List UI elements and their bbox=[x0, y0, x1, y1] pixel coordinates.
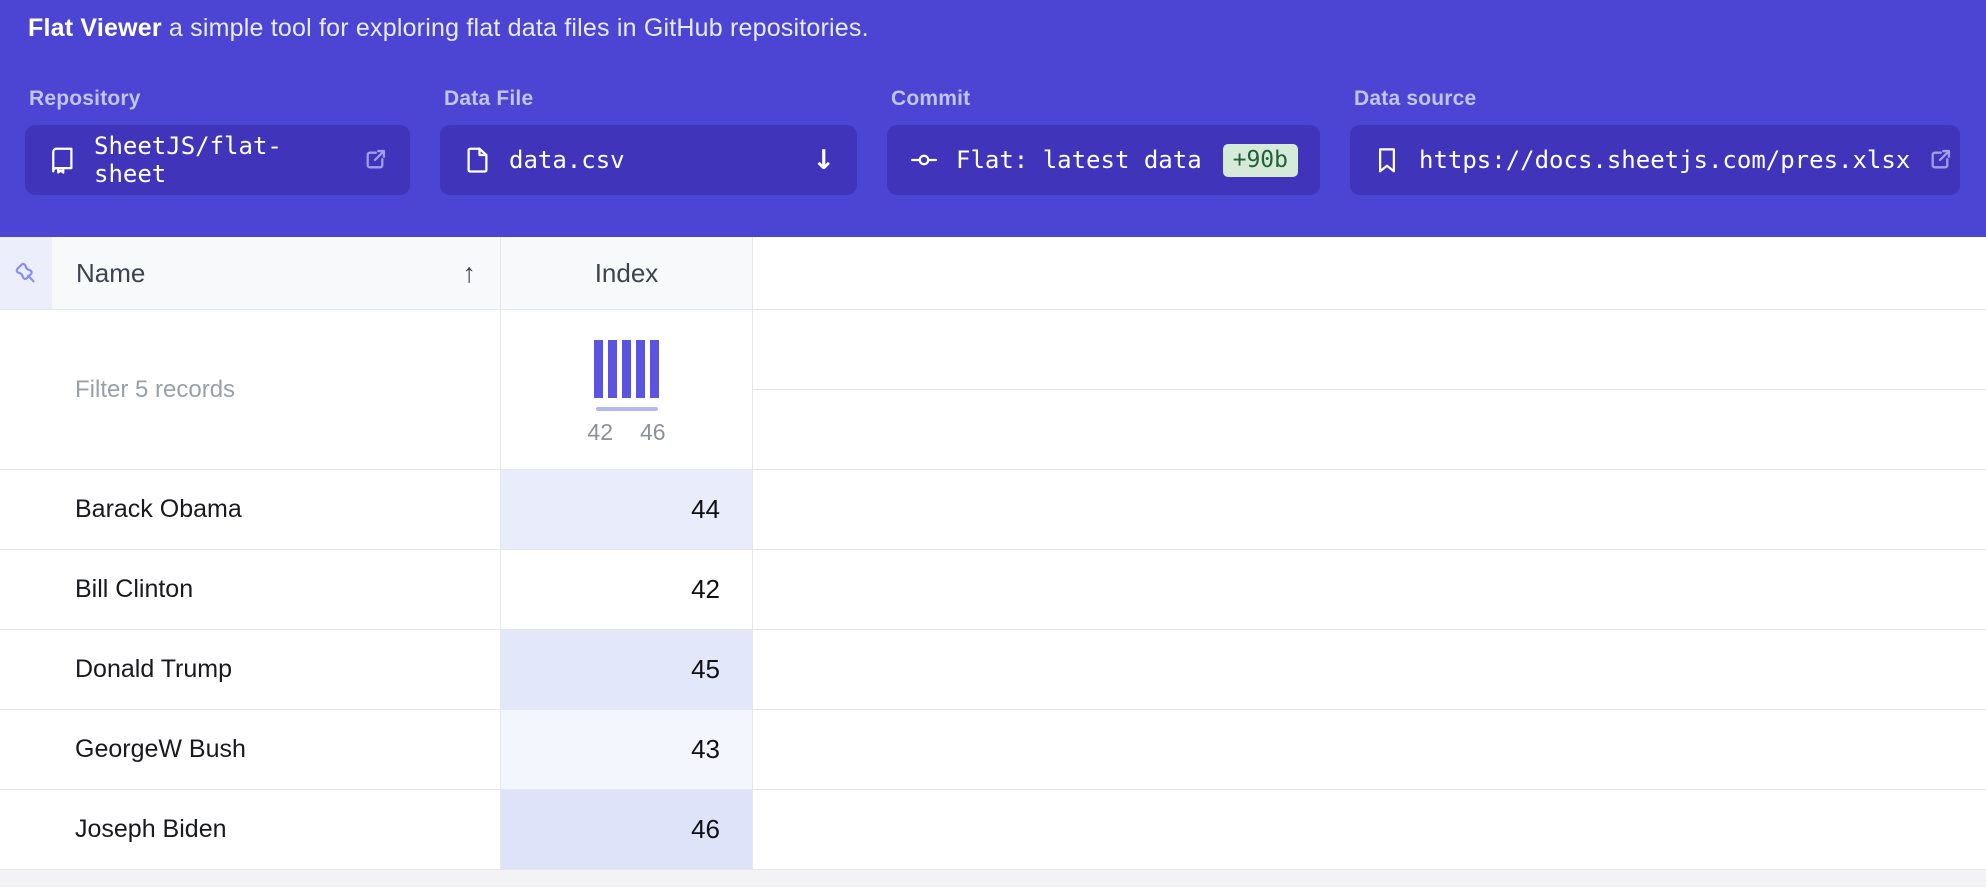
sort-ascending-icon[interactable]: ↑ bbox=[462, 257, 477, 288]
data-source-url: https://docs.sheetjs.com/pres.xlsx bbox=[1419, 146, 1911, 174]
table-row[interactable]: Bill Clinton 42 bbox=[0, 550, 1986, 630]
histogram-min-label: 42 bbox=[587, 418, 613, 445]
index-filter-cell: 42 46 bbox=[501, 310, 753, 469]
table-filter-row: 42 46 bbox=[0, 310, 1986, 470]
index-cell[interactable]: 43 bbox=[501, 710, 753, 789]
histogram-bar bbox=[650, 339, 659, 398]
table-row[interactable]: GeorgeW Bush 43 bbox=[0, 710, 1986, 790]
data-file-button[interactable]: data.csv ↓ bbox=[440, 125, 857, 195]
table-footer-strip bbox=[0, 870, 1986, 887]
index-cell[interactable]: 45 bbox=[501, 630, 753, 709]
banner-controls: Repository SheetJS/flat-sheet D bbox=[25, 87, 1961, 195]
commit-label: Commit bbox=[891, 87, 971, 110]
file-icon bbox=[467, 147, 488, 173]
index-cell[interactable]: 42 bbox=[501, 550, 753, 629]
app-title-bold: Flat Viewer bbox=[28, 14, 162, 42]
column-header-index-label: Index bbox=[594, 257, 659, 288]
app-title: Flat Viewer a simple tool for exploring … bbox=[25, 14, 1961, 43]
data-source-control: Data source https://docs.sheetjs.com/pre… bbox=[1350, 87, 1960, 195]
row-filler bbox=[753, 630, 1986, 709]
column-header-index[interactable]: Index bbox=[501, 237, 753, 309]
name-cell[interactable]: GeorgeW Bush bbox=[0, 710, 501, 789]
histogram-bar bbox=[636, 339, 645, 398]
commit-diff-badge: +90b bbox=[1222, 143, 1298, 177]
filler-gridline bbox=[753, 310, 1986, 390]
commit-icon bbox=[911, 154, 937, 166]
index-cell[interactable]: 44 bbox=[501, 470, 753, 549]
column-header-name-label: Name bbox=[76, 257, 146, 288]
name-cell[interactable]: Bill Clinton bbox=[0, 550, 501, 629]
header-filler bbox=[753, 237, 1986, 309]
table-row[interactable]: Donald Trump 45 bbox=[0, 630, 1986, 710]
histogram-range-labels: 42 46 bbox=[587, 419, 665, 446]
sticky-column-cell[interactable] bbox=[0, 237, 52, 309]
repository-trailing bbox=[362, 147, 388, 173]
row-filler bbox=[753, 550, 1986, 629]
repository-control: Repository SheetJS/flat-sheet bbox=[25, 87, 410, 195]
name-cell[interactable]: Barack Obama bbox=[0, 470, 501, 549]
data-source-trailing bbox=[1927, 147, 1953, 173]
index-histogram[interactable] bbox=[594, 338, 659, 398]
row-filler bbox=[753, 710, 1986, 789]
data-source-label: Data source bbox=[1354, 87, 1477, 110]
repository-label: Repository bbox=[29, 87, 141, 110]
data-source-button[interactable]: https://docs.sheetjs.com/pres.xlsx bbox=[1350, 125, 1960, 195]
histogram-bar bbox=[594, 339, 603, 398]
histogram-range-track[interactable] bbox=[595, 406, 658, 411]
commit-control: Commit Flat: latest data +90b bbox=[887, 87, 1320, 195]
filter-input[interactable] bbox=[75, 375, 455, 404]
data-file-control: Data File data.csv ↓ bbox=[440, 87, 857, 195]
row-filler bbox=[753, 790, 1986, 869]
table-row[interactable]: Joseph Biden 46 bbox=[0, 790, 1986, 870]
data-file-name: data.csv bbox=[509, 146, 625, 174]
table-header-row: Name ↑ Index bbox=[0, 237, 1986, 310]
histogram-bar bbox=[622, 339, 631, 398]
data-table: Name ↑ Index 42 46 Barack Obama 44 Bi bbox=[0, 237, 1986, 887]
repository-button[interactable]: SheetJS/flat-sheet bbox=[25, 125, 410, 195]
commit-message: Flat: latest data bbox=[956, 146, 1202, 174]
app-title-rest: a simple tool for exploring flat data fi… bbox=[168, 14, 869, 42]
data-file-label: Data File bbox=[444, 87, 534, 110]
histogram-bar bbox=[608, 339, 617, 398]
repo-book-icon bbox=[52, 147, 73, 174]
repository-name: SheetJS/flat-sheet bbox=[94, 132, 282, 188]
name-filter-cell bbox=[0, 310, 501, 469]
index-cell[interactable]: 46 bbox=[501, 790, 753, 869]
row-filler bbox=[753, 470, 1986, 549]
name-cell[interactable]: Joseph Biden bbox=[0, 790, 501, 869]
name-cell[interactable]: Donald Trump bbox=[0, 630, 501, 709]
commit-button[interactable]: Flat: latest data +90b bbox=[887, 125, 1320, 195]
histogram-max-label: 46 bbox=[640, 418, 666, 445]
table-row[interactable]: Barack Obama 44 bbox=[0, 470, 1986, 550]
external-link-icon[interactable] bbox=[1927, 147, 1953, 173]
external-link-icon[interactable] bbox=[362, 147, 388, 173]
download-arrow-icon[interactable]: ↓ bbox=[812, 144, 835, 176]
bookmark-icon bbox=[1379, 148, 1395, 173]
column-header-name[interactable]: Name ↑ bbox=[52, 237, 501, 309]
pin-icon[interactable] bbox=[11, 258, 41, 288]
filter-filler bbox=[753, 310, 1986, 469]
app-banner: Flat Viewer a simple tool for exploring … bbox=[0, 0, 1986, 237]
